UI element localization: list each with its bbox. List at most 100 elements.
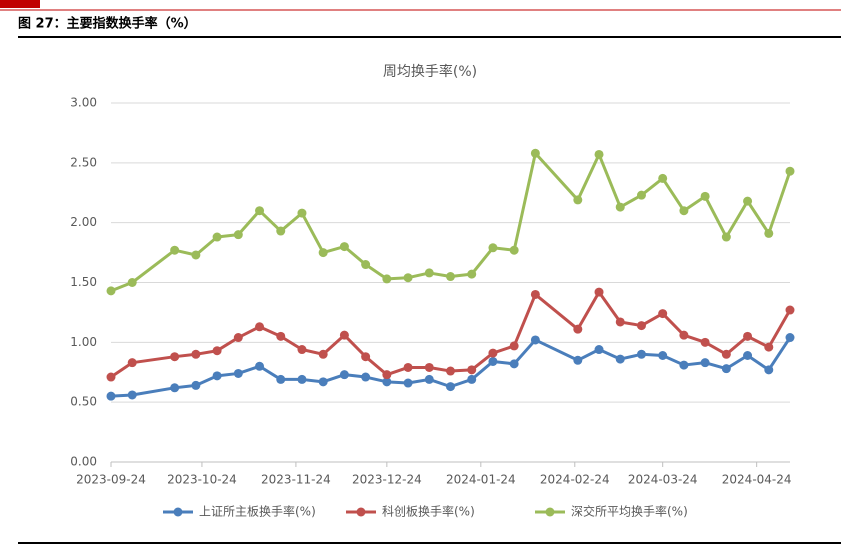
point <box>339 370 349 380</box>
x-tick-label: 2024-01-24 <box>446 473 516 487</box>
point <box>361 372 371 382</box>
y-tick-label: 3.00 <box>70 96 97 110</box>
point <box>700 358 710 368</box>
point <box>636 190 646 200</box>
point <box>509 359 519 369</box>
point <box>785 305 795 315</box>
point <box>743 331 753 341</box>
point <box>446 382 455 392</box>
point <box>424 362 434 372</box>
point <box>255 361 265 371</box>
point <box>382 274 392 284</box>
point <box>191 250 201 260</box>
point <box>106 286 116 296</box>
point <box>106 372 116 382</box>
x-tick-label: 2024-02-24 <box>540 473 610 487</box>
point <box>276 331 286 341</box>
point <box>233 230 243 240</box>
point <box>679 330 689 340</box>
point <box>127 390 137 400</box>
y-tick-label: 2.00 <box>70 215 97 229</box>
y-tick-label: 1.00 <box>70 335 97 349</box>
point <box>318 377 328 387</box>
point <box>509 245 519 255</box>
logo-bar <box>0 0 40 8</box>
point <box>276 226 286 236</box>
x-tick-label: 2024-04-24 <box>722 473 792 487</box>
point <box>318 248 328 258</box>
point <box>721 364 731 374</box>
point <box>191 380 201 390</box>
point <box>191 349 201 359</box>
y-tick-label: 1.50 <box>70 275 97 289</box>
point <box>594 287 604 297</box>
point <box>679 360 689 370</box>
point <box>636 321 646 331</box>
point <box>424 374 434 384</box>
point <box>467 365 477 375</box>
point <box>403 362 413 372</box>
point <box>700 191 710 201</box>
x-tick-label: 2024-03-24 <box>628 473 698 487</box>
point <box>743 196 753 206</box>
point <box>170 352 180 362</box>
point <box>318 349 328 359</box>
point <box>276 374 286 384</box>
point <box>170 245 180 255</box>
y-tick-label: 2.50 <box>70 155 97 169</box>
x-tick-label: 2023-12-24 <box>352 473 422 487</box>
point <box>488 348 498 358</box>
point <box>764 342 774 352</box>
series-line <box>110 151 792 293</box>
point <box>233 333 243 343</box>
x-tick-label: 2023-11-24 <box>261 473 331 487</box>
point <box>700 337 710 347</box>
point <box>255 322 265 332</box>
point <box>403 378 413 388</box>
point <box>488 243 498 253</box>
point <box>424 268 434 278</box>
chart-title: 周均换手率(%) <box>383 63 477 80</box>
point <box>127 358 137 368</box>
legend-marker <box>356 507 366 517</box>
legend-label: 科创板换手率(%) <box>382 504 475 519</box>
point <box>530 148 540 158</box>
point <box>573 324 583 334</box>
point <box>467 374 477 384</box>
point <box>615 202 625 212</box>
legend-marker <box>545 507 555 517</box>
point <box>594 345 604 355</box>
point <box>212 232 222 242</box>
point <box>636 349 646 359</box>
point <box>212 371 222 381</box>
point <box>382 377 392 387</box>
point <box>212 346 222 356</box>
figure-title: 图 27：主要指数换手率（%） <box>18 16 197 32</box>
point <box>679 206 689 216</box>
point <box>127 278 137 287</box>
point <box>658 309 668 319</box>
point <box>615 317 625 327</box>
point <box>573 195 583 205</box>
point <box>339 330 349 340</box>
point <box>721 349 731 359</box>
point <box>233 368 243 378</box>
legend-label: 上证所主板换手率(%) <box>199 504 316 519</box>
point <box>764 228 774 238</box>
point <box>403 273 413 283</box>
point <box>255 206 265 216</box>
point <box>297 208 307 218</box>
point <box>594 149 604 159</box>
point <box>382 370 392 380</box>
point <box>467 269 477 279</box>
point <box>658 350 668 360</box>
point <box>106 391 116 401</box>
point <box>361 352 371 362</box>
point <box>658 173 668 183</box>
point <box>297 345 307 355</box>
point <box>785 333 795 343</box>
point <box>573 355 583 365</box>
y-tick-label: 0.50 <box>70 395 97 409</box>
point <box>509 341 519 351</box>
